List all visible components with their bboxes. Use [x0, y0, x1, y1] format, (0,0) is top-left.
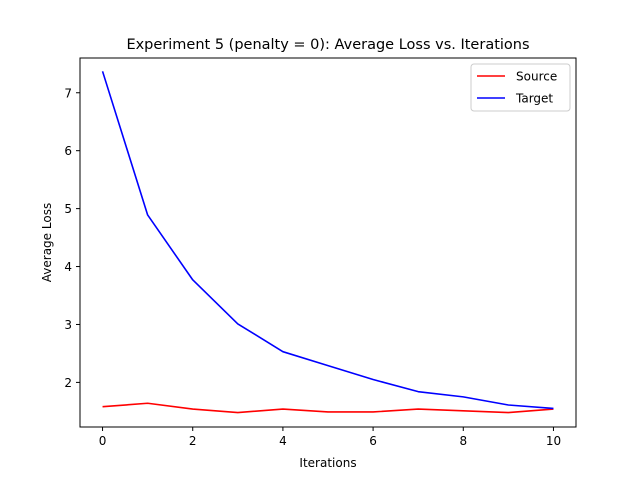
y-tick-label: 3 — [64, 318, 72, 332]
legend-label: Target — [515, 92, 553, 106]
x-tick-label: 4 — [279, 434, 287, 448]
y-tick-label: 2 — [64, 376, 72, 390]
x-tick-label: 6 — [369, 434, 377, 448]
legend-label: Source — [516, 70, 557, 84]
chart-title: Experiment 5 (penalty = 0): Average Loss… — [126, 37, 529, 53]
x-tick-label: 8 — [459, 434, 467, 448]
plot-frame — [79, 57, 577, 428]
x-axis-label: Iterations — [299, 456, 356, 470]
x-axis: 0 2 4 6 8 10 — [99, 427, 561, 448]
y-tick-label: 6 — [64, 144, 72, 158]
y-axis: 2 3 4 5 6 7 — [64, 86, 80, 390]
y-tick-label: 5 — [64, 202, 72, 216]
series-lines — [101, 71, 554, 414]
series-line-target — [101, 71, 554, 410]
y-tick-label: 4 — [64, 260, 72, 274]
x-tick-label: 10 — [546, 434, 561, 448]
y-axis-label: Average Loss — [40, 203, 54, 282]
legend: Source Target — [470, 63, 571, 112]
x-tick-label: 2 — [189, 434, 197, 448]
y-tick-label: 7 — [64, 86, 72, 100]
series-line-source — [102, 402, 554, 414]
x-tick-label: 0 — [99, 434, 107, 448]
